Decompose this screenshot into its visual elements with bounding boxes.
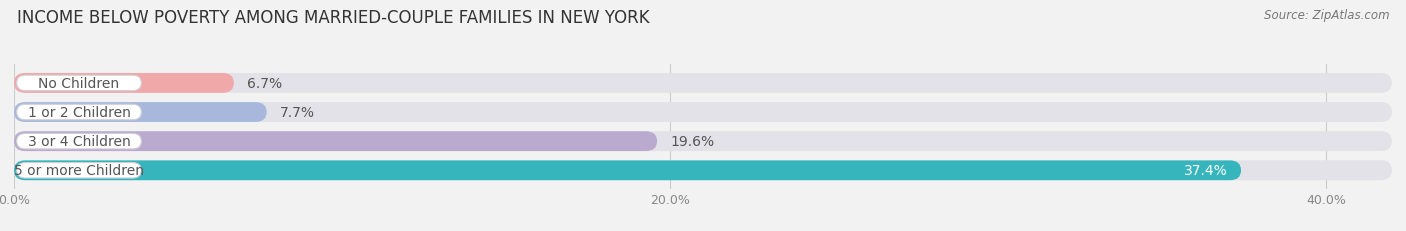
Text: 6.7%: 6.7% (247, 76, 283, 91)
FancyBboxPatch shape (14, 161, 1241, 180)
FancyBboxPatch shape (14, 103, 1392, 122)
FancyBboxPatch shape (17, 76, 142, 91)
Text: 3 or 4 Children: 3 or 4 Children (28, 135, 131, 149)
Text: 7.7%: 7.7% (280, 106, 315, 119)
Text: 37.4%: 37.4% (1184, 164, 1227, 178)
FancyBboxPatch shape (14, 103, 267, 122)
FancyBboxPatch shape (14, 132, 657, 151)
FancyBboxPatch shape (14, 74, 233, 93)
Text: 5 or more Children: 5 or more Children (14, 164, 143, 178)
FancyBboxPatch shape (17, 105, 142, 120)
Text: No Children: No Children (38, 76, 120, 91)
Text: Source: ZipAtlas.com: Source: ZipAtlas.com (1264, 9, 1389, 22)
Text: INCOME BELOW POVERTY AMONG MARRIED-COUPLE FAMILIES IN NEW YORK: INCOME BELOW POVERTY AMONG MARRIED-COUPL… (17, 9, 650, 27)
FancyBboxPatch shape (17, 163, 142, 178)
FancyBboxPatch shape (14, 161, 1392, 180)
FancyBboxPatch shape (17, 134, 142, 149)
Text: 1 or 2 Children: 1 or 2 Children (28, 106, 131, 119)
Text: 19.6%: 19.6% (671, 135, 714, 149)
FancyBboxPatch shape (14, 132, 1392, 151)
FancyBboxPatch shape (14, 74, 1392, 93)
